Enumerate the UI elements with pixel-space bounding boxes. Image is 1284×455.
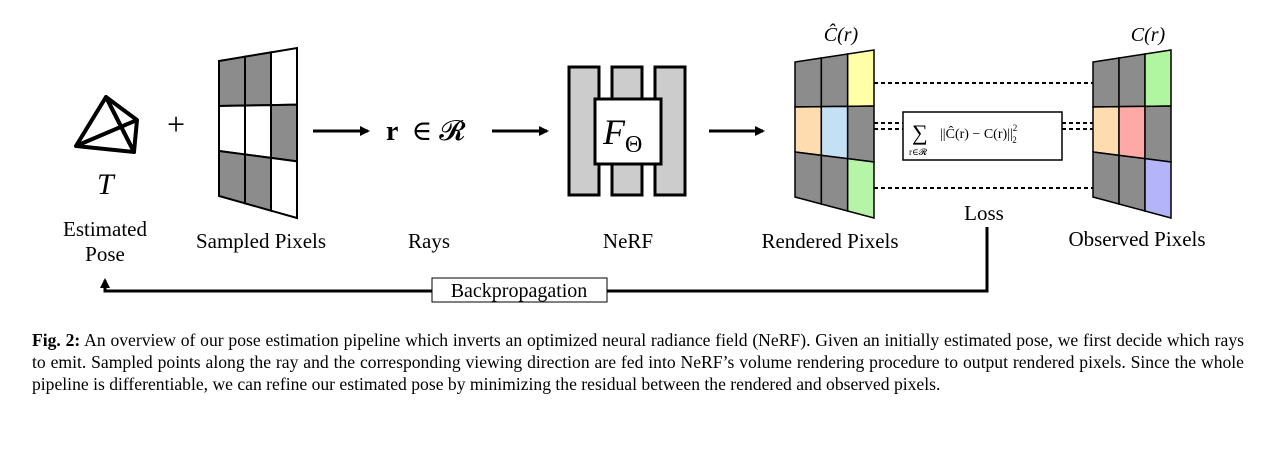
estimated-pose-label-line2: Pose bbox=[85, 242, 125, 266]
observed-pixels-label: Observed Pixels bbox=[1068, 227, 1205, 251]
pixel-cell bbox=[1092, 105, 1120, 157]
pixel-cell bbox=[1092, 151, 1120, 205]
pixel-cell bbox=[270, 46, 298, 107]
rendered-pixels-grid bbox=[794, 49, 875, 219]
pixel-cell bbox=[1144, 49, 1172, 108]
pixel-cell bbox=[1118, 154, 1146, 212]
pixel-cell bbox=[270, 156, 298, 220]
camera-pose-icon bbox=[74, 95, 139, 154]
sampled-pixels-label: Sampled Pixels bbox=[196, 229, 326, 253]
pixel-cell bbox=[244, 51, 272, 107]
pixel-cell bbox=[846, 105, 875, 163]
observed-pixels-grid bbox=[1092, 49, 1172, 219]
figure-caption: Fig. 2: An overview of our pose estimati… bbox=[32, 329, 1244, 395]
caption-text: An overview of our pose estimation pipel… bbox=[32, 330, 1244, 394]
pixel-cell bbox=[820, 53, 849, 108]
pixel-cell bbox=[244, 153, 272, 212]
pixel-cell bbox=[218, 55, 246, 108]
loss-sum-symbol: ∑ bbox=[912, 120, 928, 145]
pose-symbol: T bbox=[97, 168, 116, 201]
sampled-pixels-grid bbox=[218, 46, 298, 220]
rays-label: Rays bbox=[408, 229, 450, 253]
loss-sum-subscript: r∈𝓡 bbox=[909, 147, 928, 157]
caption-label: Fig. 2: bbox=[32, 330, 81, 350]
rays-math: r ∈ 𝓡 bbox=[386, 116, 466, 147]
pixel-cell bbox=[1118, 53, 1146, 108]
pixel-cell bbox=[1144, 105, 1172, 163]
pixel-cell bbox=[794, 105, 823, 157]
pixel-cell bbox=[218, 149, 246, 205]
correspondence-dotted-lines bbox=[874, 82, 1093, 189]
loss-label: Loss bbox=[964, 201, 1004, 225]
rendered-pixels-label: Rendered Pixels bbox=[761, 229, 898, 253]
estimated-pose-label-line1: Estimated bbox=[63, 217, 147, 241]
observed-math: C(r) bbox=[1131, 24, 1166, 46]
pixel-cell bbox=[820, 105, 849, 160]
rendered-math: Ĉ(r) bbox=[824, 22, 859, 46]
nerf-network-block bbox=[567, 65, 687, 197]
pixel-cell bbox=[270, 103, 298, 163]
pixel-cell bbox=[846, 49, 875, 108]
pipeline-diagram: T Estimated Pose + Sampled Pixels r ∈ 𝓡 … bbox=[63, 22, 1206, 303]
backprop-label-box bbox=[431, 277, 608, 303]
nerf-label: NeRF bbox=[603, 229, 653, 253]
pixel-cell bbox=[1092, 57, 1120, 108]
pixel-cell bbox=[846, 157, 875, 219]
backprop-label: Backpropagation bbox=[451, 280, 588, 302]
loss-formula-body: ||Ĉ(r) − C(r)||2 2 bbox=[940, 123, 1017, 145]
loss-formula-box bbox=[902, 111, 1063, 161]
pixel-cell bbox=[218, 104, 246, 156]
pixel-cell bbox=[244, 104, 272, 160]
pixel-cell bbox=[1118, 105, 1146, 160]
plus-sign: + bbox=[167, 106, 185, 142]
pixel-cell bbox=[820, 154, 849, 212]
pixel-cell bbox=[794, 57, 823, 108]
nerf-function-symbol: FΘ bbox=[602, 112, 642, 158]
pixel-cell bbox=[794, 151, 823, 205]
pixel-cell bbox=[1144, 157, 1172, 219]
